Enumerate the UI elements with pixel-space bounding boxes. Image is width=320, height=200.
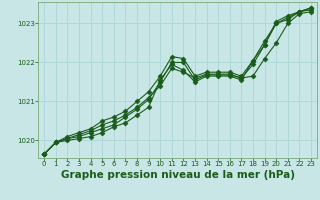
- X-axis label: Graphe pression niveau de la mer (hPa): Graphe pression niveau de la mer (hPa): [60, 170, 295, 180]
